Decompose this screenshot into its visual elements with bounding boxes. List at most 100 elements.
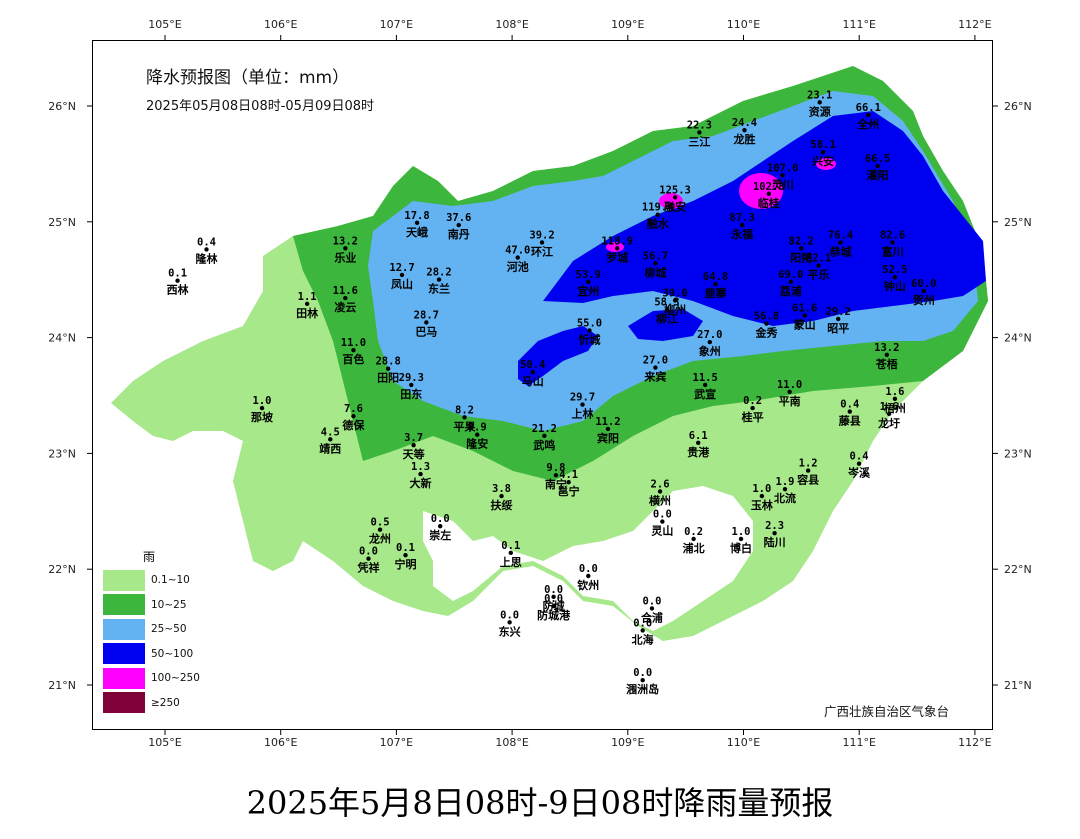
station-value: 28.8	[375, 356, 400, 368]
legend-item: 25~50	[103, 617, 200, 642]
station-name: 玉林	[751, 498, 773, 512]
lat-label-right: 26°N	[1004, 100, 1032, 113]
station-name: 南宁	[545, 477, 567, 491]
lon-label-bottom: 107°E	[380, 736, 413, 749]
station-name: 鹿寨	[705, 286, 727, 300]
station-name: 河池	[507, 260, 529, 274]
station-value: 0.0	[544, 593, 563, 605]
legend-swatch	[103, 643, 145, 665]
lat-label-left: 22°N	[48, 563, 76, 576]
lon-label-bottom: 111°E	[842, 736, 875, 749]
station-dot	[456, 222, 461, 228]
station-value: 22.3	[687, 119, 712, 131]
station-value: 61.6	[792, 302, 817, 314]
station-name: 兴安	[812, 154, 834, 168]
station-name: 西林	[167, 283, 189, 297]
station-name: 金秀	[754, 326, 777, 340]
station-name: 梧州	[884, 401, 906, 415]
station-name: 永福	[730, 227, 753, 241]
station-dot	[742, 127, 747, 133]
lat-label-left: 24°N	[48, 332, 76, 345]
station-value: 47.0	[505, 245, 530, 257]
lon-label-bottom: 105°E	[148, 736, 181, 749]
station-name: 昭平	[827, 322, 849, 335]
station-value: 69.0	[778, 269, 803, 281]
station-name: 博白	[730, 541, 752, 555]
page-caption: 2025年5月8日08时-9日08时降雨量预报	[246, 784, 834, 822]
station-dot	[713, 281, 718, 287]
station-value: 3.7	[404, 432, 423, 444]
lon-label-bottom: 109°E	[611, 736, 644, 749]
legend-swatch	[103, 594, 145, 616]
station-value: 58.3	[654, 297, 679, 309]
station-value: 24.4	[732, 117, 757, 129]
station-value: 66.1	[856, 102, 881, 114]
precipitation-fill-layer	[111, 66, 988, 641]
station-dot	[515, 255, 520, 260]
station-value: 13.2	[874, 342, 899, 354]
station-name: 临桂	[758, 196, 780, 210]
station-name: 来宾	[643, 370, 666, 384]
station-dot	[539, 240, 545, 245]
station-dot	[175, 278, 180, 283]
lat-label-left: 23°N	[48, 447, 76, 460]
station-name: 贺州	[912, 293, 935, 307]
station-name: 宜州	[577, 284, 599, 298]
station-name: 横州	[649, 493, 671, 507]
station-name: 南丹	[448, 227, 470, 241]
station-value: 0.0	[431, 513, 450, 525]
station-name: 百色	[342, 352, 364, 366]
station-dot	[892, 275, 898, 280]
station-name: 灵川	[772, 178, 794, 191]
station-value: 11.5	[693, 372, 718, 384]
station-dot	[640, 628, 645, 633]
rain-zone-50-100	[543, 111, 986, 326]
station-value: 29.7	[570, 392, 595, 404]
station-value: 0.0	[500, 609, 519, 621]
station-dot	[424, 320, 429, 325]
legend: 雨 0.1~10 10~25 25~50 50~100 100~250 ≥250	[103, 548, 200, 715]
station-name: 大新	[410, 476, 432, 490]
station-value: 0.1	[501, 540, 520, 552]
station-name: 宁明	[394, 557, 416, 571]
station-dot	[551, 603, 556, 609]
station-name: 平南	[779, 394, 801, 408]
legend-item: ≥250	[103, 691, 200, 716]
lon-label-top: 105°E	[148, 18, 181, 31]
station-value: 50.4	[520, 359, 545, 371]
station-name: 全州	[856, 117, 879, 131]
station-value: 29.3	[399, 372, 424, 384]
station-value: 1.9	[776, 476, 795, 488]
station-dot	[750, 405, 755, 411]
lat-label-left: 21°N	[48, 679, 76, 692]
station-value: 0.1	[168, 268, 187, 280]
station-value: 64.8	[703, 271, 728, 283]
station-dot	[787, 389, 792, 395]
station-value: 28.2	[426, 267, 451, 279]
lat-label-right: 21°N	[1004, 679, 1032, 692]
station-value: 2.3	[765, 520, 784, 532]
lat-label-right: 23°N	[1004, 447, 1032, 460]
station-dot	[436, 277, 442, 282]
station-value: 0.4	[850, 451, 869, 463]
station-dot	[836, 316, 841, 322]
station-name: 东兴	[499, 624, 521, 638]
station-value: 55.0	[577, 317, 602, 329]
station-name: 天等	[403, 447, 425, 461]
station-value: 0.4	[840, 399, 859, 411]
station-dot	[664, 307, 670, 312]
station-dot	[586, 279, 591, 285]
station-value: 1.3	[411, 461, 430, 473]
legend-item: 100~250	[103, 666, 200, 691]
station-value: 0.2	[743, 395, 762, 407]
station-dot	[838, 240, 843, 245]
station-dot	[788, 279, 793, 285]
station-value: 0.0	[633, 617, 652, 629]
station-dot	[351, 413, 356, 419]
station-value: 37.6	[446, 212, 471, 224]
station-name: 巴马	[415, 325, 437, 338]
station-name: 田林	[296, 306, 318, 320]
station-dot	[605, 426, 611, 432]
legend-label: 100~250	[151, 672, 200, 685]
station-value: 102.8	[753, 181, 785, 193]
